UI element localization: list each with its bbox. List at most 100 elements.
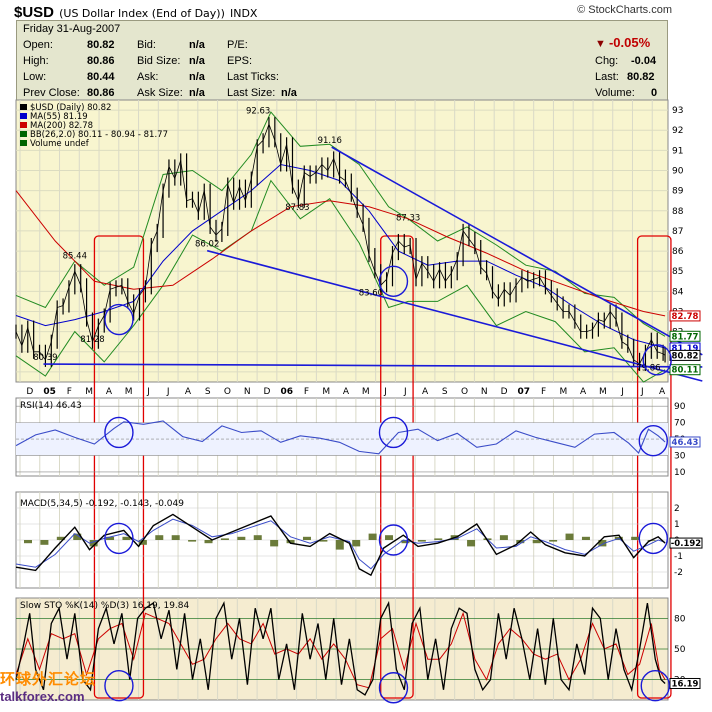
macd-histogram-bar bbox=[549, 540, 558, 542]
x-axis-label: M bbox=[559, 387, 567, 397]
rsi-label: RSI(14) 46.43 bbox=[20, 401, 82, 411]
stockcharts-brand[interactable]: © StockCharts.com bbox=[577, 4, 672, 16]
price-y-tick: 87 bbox=[672, 227, 683, 237]
highlight-box bbox=[380, 235, 414, 699]
price-annotation: 85.44 bbox=[63, 251, 87, 261]
highlight-box bbox=[636, 235, 672, 699]
macd-histogram-bar bbox=[270, 540, 279, 547]
macd-histogram-bar bbox=[286, 540, 295, 544]
x-axis-label: M bbox=[322, 387, 330, 397]
prev-close-label: Prev Close: bbox=[23, 87, 80, 99]
analysis-circle bbox=[104, 303, 134, 336]
bid-size-value: n/a bbox=[189, 55, 205, 67]
x-axis-label: M bbox=[362, 387, 370, 397]
price-tag bbox=[669, 310, 701, 322]
macd-histogram-bar bbox=[401, 540, 410, 544]
analysis-circle bbox=[378, 672, 409, 704]
highlight-box bbox=[93, 235, 145, 699]
price-y-tick: 89 bbox=[672, 187, 684, 197]
price-annotation: 80.39 bbox=[33, 353, 57, 363]
x-axis-label: M bbox=[125, 387, 133, 397]
price-tag-label: 80.82 bbox=[672, 351, 699, 361]
price-tag-label: 82.78 bbox=[672, 312, 699, 322]
price-y-tick: 91 bbox=[672, 146, 683, 156]
macd-histogram-bar bbox=[253, 535, 262, 540]
macd-histogram-bar bbox=[155, 535, 164, 540]
macd-histogram-bar bbox=[532, 540, 541, 544]
analysis-circle bbox=[638, 424, 668, 457]
bid-label: Bid: bbox=[137, 39, 156, 51]
legend-item: $USD (Daily) 80.82 bbox=[30, 103, 111, 113]
bid-size-label: Bid Size: bbox=[137, 55, 181, 67]
price-y-tick: 84 bbox=[672, 287, 684, 297]
macd-histogram-bar bbox=[581, 536, 590, 540]
price-annotation: 91.16 bbox=[318, 136, 342, 146]
analysis-circle bbox=[378, 265, 409, 297]
chg-value: -0.04 bbox=[631, 55, 657, 67]
x-axis-label: J bbox=[620, 387, 624, 397]
macd-histogram-bar bbox=[106, 536, 115, 540]
rsi-tag-label: 46.43 bbox=[672, 438, 699, 448]
price-y-tick: 85 bbox=[672, 267, 683, 277]
price-annotation: 87.33 bbox=[396, 213, 420, 223]
volume-label: Volume: bbox=[595, 87, 635, 99]
legend-swatch bbox=[20, 131, 27, 137]
x-axis-label: F bbox=[67, 387, 72, 397]
macd-tag-label: -0.192 bbox=[671, 539, 701, 549]
x-axis-label: M bbox=[85, 387, 93, 397]
price-annotation: 83.60 bbox=[359, 288, 383, 298]
quote-date: Friday 31-Aug-2007 bbox=[23, 23, 121, 35]
legend-item: BB(26,2.0) 80.11 - 80.94 - 81.77 bbox=[30, 130, 168, 140]
macd-histogram-bar bbox=[434, 538, 443, 540]
sto-y-tick: 80 bbox=[674, 614, 686, 624]
rsi-tag bbox=[669, 436, 701, 448]
x-axis-label: S bbox=[442, 387, 448, 397]
bb-lower-line bbox=[15, 179, 666, 383]
sto-label: Slow STO %K(14) %D(3) 16.19, 19.84 bbox=[20, 601, 190, 611]
exchange-label: INDX bbox=[229, 7, 258, 20]
prev-close-value: 80.86 bbox=[87, 87, 115, 99]
macd-histogram-bar bbox=[122, 536, 131, 540]
watermark-cn: 环球外汇论坛 bbox=[0, 671, 97, 688]
macd-histogram-bar bbox=[319, 540, 328, 542]
macd-histogram-bar bbox=[598, 540, 607, 547]
sto-tag-label: 16.19 bbox=[672, 679, 699, 689]
x-axis-label: A bbox=[580, 387, 587, 397]
x-axis-label: D bbox=[264, 387, 271, 397]
chg-label: Chg: bbox=[595, 55, 619, 67]
price-annotation: 79.86 bbox=[636, 364, 660, 374]
price-y-tick: 93 bbox=[672, 106, 683, 116]
price-tag-label: 81.19 bbox=[672, 344, 699, 354]
macd-y-tick: 1 bbox=[674, 520, 680, 530]
macd-histogram-bar bbox=[171, 535, 180, 540]
macd-histogram-bar bbox=[467, 540, 476, 547]
x-axis-label: F bbox=[304, 387, 309, 397]
last-size-label: Last Size: bbox=[227, 87, 276, 99]
macd-line bbox=[15, 513, 666, 577]
macd-histogram-bar bbox=[302, 536, 311, 540]
macd-histogram-bar bbox=[188, 540, 197, 542]
analysis-circle bbox=[104, 522, 134, 555]
pe-label: P/E: bbox=[227, 39, 248, 51]
rsi-y-tick: 90 bbox=[674, 402, 686, 412]
legend-swatch bbox=[20, 140, 27, 146]
analysis-circle bbox=[104, 416, 134, 449]
x-axis-label: J bbox=[166, 387, 170, 397]
analysis-circle bbox=[378, 524, 409, 556]
ask-size-value: n/a bbox=[189, 87, 205, 99]
price-y-tick: 86 bbox=[672, 247, 684, 257]
sto-tag bbox=[669, 677, 701, 689]
price-tag bbox=[669, 364, 701, 376]
last-value: 80.82 bbox=[627, 71, 655, 83]
x-axis-label: N bbox=[481, 387, 488, 397]
sto-y-tick: 50 bbox=[674, 645, 686, 655]
x-axis-label: J bbox=[383, 387, 387, 397]
legend-swatch bbox=[20, 122, 27, 128]
watermark-site: talkforex.com bbox=[0, 689, 85, 704]
macd-y-tick: -1 bbox=[674, 552, 683, 562]
macd-histogram-bar bbox=[335, 540, 344, 550]
ask-size-label: Ask Size: bbox=[137, 87, 183, 99]
macd-histogram-bar bbox=[352, 540, 361, 547]
